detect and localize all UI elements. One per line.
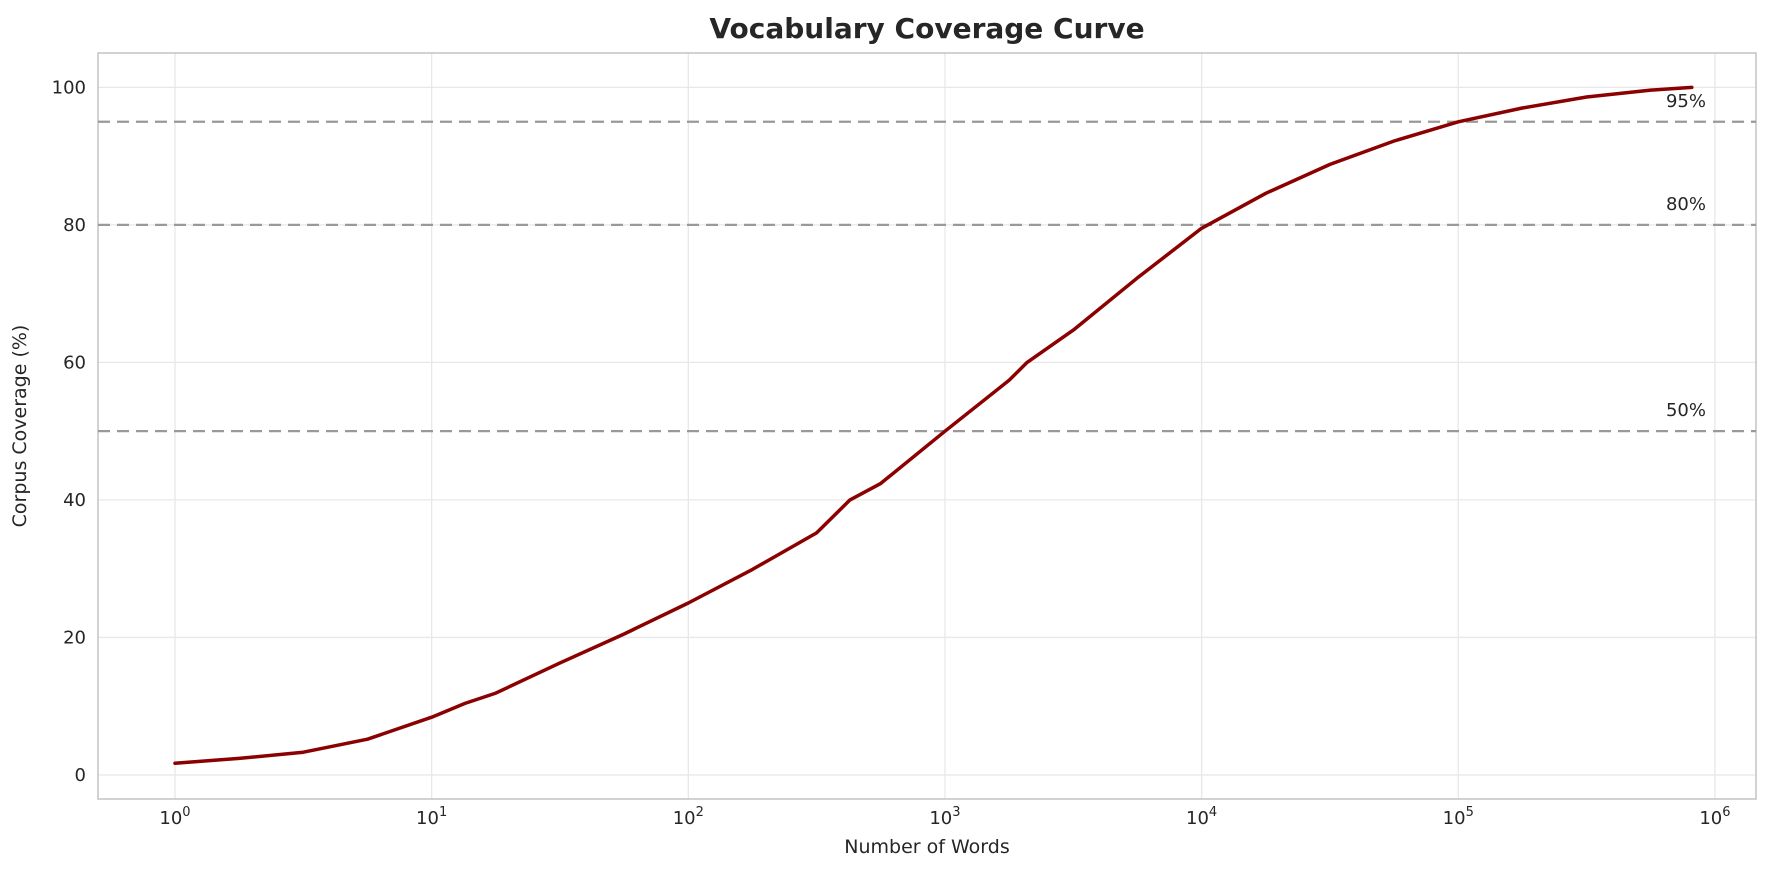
x-tick-label: 104 [1186, 805, 1217, 829]
reference-lines-layer: 95% 80% 50% [98, 91, 1756, 433]
y-tick-label: 80 [63, 215, 86, 236]
series-layer [173, 85, 1694, 765]
y-tick-label: 20 [63, 627, 86, 648]
x-tick-label: 106 [1699, 805, 1730, 829]
x-tick-label: 101 [416, 805, 447, 829]
x-tick-label: 103 [929, 805, 960, 829]
grid-layer [98, 53, 1756, 799]
x-tick-label: 100 [159, 805, 190, 829]
x-tick-label: 105 [1443, 805, 1474, 829]
y-tick-label: 60 [63, 352, 86, 373]
y-tick-label: 100 [52, 77, 86, 98]
tick-labels-layer: 0 20 40 60 80 100 100 101 102 103 104 105 106 [52, 77, 1731, 829]
y-tick-label: 0 [75, 765, 86, 786]
x-tick-label: 102 [673, 805, 704, 829]
coverage-curve [173, 85, 1694, 765]
x-axis-label: Number of Words [844, 836, 1009, 858]
reference-line-label: 80% [1666, 194, 1706, 215]
reference-line-label: 50% [1666, 400, 1706, 421]
reference-line-label: 95% [1666, 91, 1706, 112]
chart-title: Vocabulary Coverage Curve [709, 12, 1144, 45]
y-axis-label: Corpus Coverage (%) [9, 325, 31, 528]
plot-spines [97, 52, 1757, 800]
y-tick-label: 40 [63, 490, 86, 511]
plot-border [97, 52, 1757, 800]
